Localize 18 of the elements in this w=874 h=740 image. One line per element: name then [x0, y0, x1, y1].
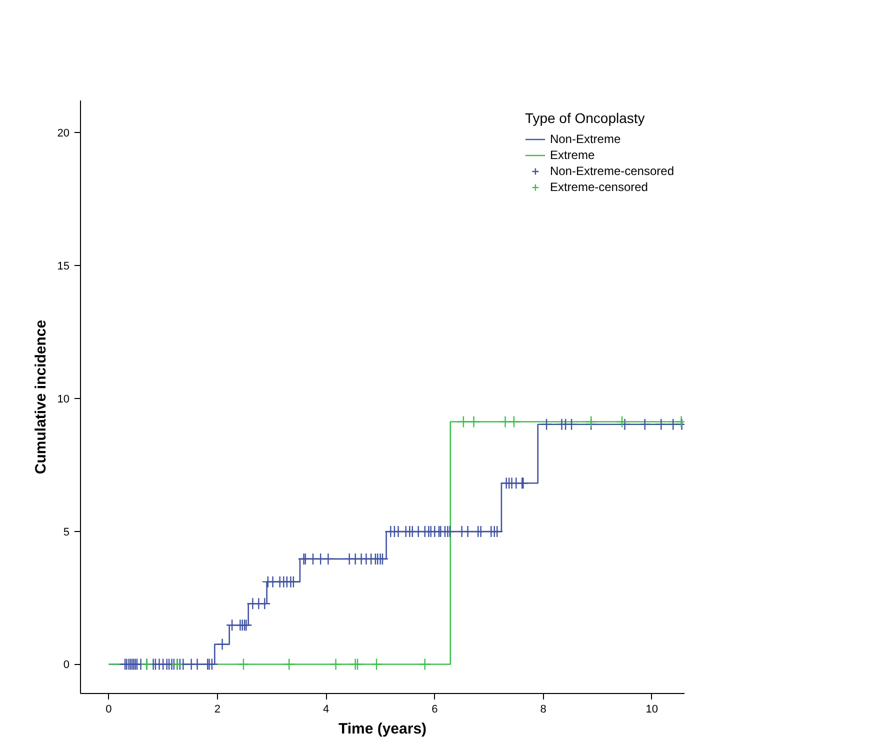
x-tick-label: 0: [106, 704, 112, 716]
y-tick-label: 0: [63, 659, 70, 672]
legend-label: Extreme: [550, 147, 595, 163]
x-tick-label: 4: [322, 704, 330, 716]
y-axis-title: Cumulative incidence: [32, 320, 50, 474]
x-tick-label: 8: [540, 704, 546, 716]
x-tick-label: 10: [646, 704, 658, 716]
legend-title: Type of Oncoplasty: [524, 110, 646, 126]
x-tick-label: 6: [432, 704, 438, 716]
y-tick-label: 15: [57, 260, 70, 272]
x-tick-label: 2: [214, 704, 220, 716]
y-tick-label: 20: [57, 127, 70, 140]
legend-label: Non-Extreme: [550, 131, 621, 147]
legend-label: Extreme-censored: [550, 179, 648, 195]
y-tick-label: 5: [63, 526, 70, 538]
legend-label: Non-Extreme-censored: [550, 163, 674, 179]
y-tick-label: 10: [57, 393, 70, 406]
x-axis-title: Time (years): [338, 720, 427, 738]
